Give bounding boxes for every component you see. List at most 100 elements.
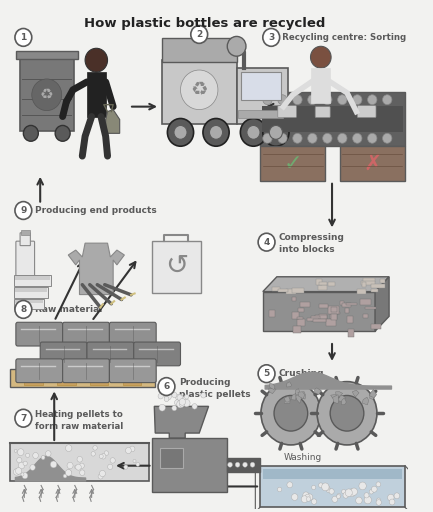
FancyBboxPatch shape [14, 298, 44, 309]
Circle shape [79, 463, 84, 468]
Circle shape [15, 29, 32, 46]
Circle shape [261, 381, 321, 445]
Polygon shape [352, 390, 359, 397]
FancyBboxPatch shape [20, 233, 30, 246]
Text: Producing end products: Producing end products [35, 206, 156, 215]
Circle shape [336, 495, 340, 499]
FancyBboxPatch shape [293, 326, 301, 333]
Circle shape [278, 95, 287, 104]
Circle shape [337, 494, 341, 498]
Circle shape [124, 465, 128, 469]
FancyBboxPatch shape [16, 322, 63, 346]
Circle shape [181, 70, 218, 110]
Circle shape [389, 499, 395, 505]
Polygon shape [269, 388, 276, 394]
Circle shape [293, 95, 302, 104]
FancyBboxPatch shape [269, 310, 275, 317]
FancyBboxPatch shape [331, 314, 337, 320]
Circle shape [247, 125, 260, 139]
Circle shape [348, 488, 356, 497]
FancyBboxPatch shape [134, 342, 181, 366]
FancyBboxPatch shape [339, 146, 405, 181]
FancyBboxPatch shape [335, 312, 340, 314]
Circle shape [164, 396, 169, 401]
Circle shape [201, 393, 206, 398]
Circle shape [364, 496, 372, 504]
Text: ↺: ↺ [165, 252, 188, 280]
FancyBboxPatch shape [345, 308, 349, 313]
Polygon shape [263, 277, 389, 292]
FancyBboxPatch shape [313, 319, 326, 322]
Circle shape [108, 464, 113, 470]
Circle shape [325, 485, 330, 490]
Circle shape [159, 404, 165, 411]
Polygon shape [68, 243, 124, 294]
Polygon shape [338, 396, 346, 402]
FancyBboxPatch shape [123, 371, 141, 385]
FancyBboxPatch shape [16, 51, 78, 59]
Circle shape [55, 125, 70, 141]
Polygon shape [284, 396, 290, 402]
Circle shape [342, 489, 346, 494]
Circle shape [15, 409, 32, 427]
Polygon shape [263, 292, 375, 331]
Circle shape [17, 458, 22, 463]
Text: ♻: ♻ [191, 80, 208, 99]
Circle shape [376, 482, 381, 487]
Circle shape [368, 133, 377, 143]
Circle shape [388, 494, 394, 501]
FancyBboxPatch shape [87, 342, 134, 366]
Polygon shape [333, 395, 339, 403]
Text: ♻: ♻ [40, 87, 54, 102]
FancyBboxPatch shape [90, 371, 109, 385]
Circle shape [364, 493, 369, 498]
FancyBboxPatch shape [14, 287, 48, 297]
Circle shape [101, 454, 106, 459]
Circle shape [278, 487, 282, 492]
Circle shape [369, 489, 373, 494]
Circle shape [323, 133, 332, 143]
FancyBboxPatch shape [162, 38, 236, 62]
FancyBboxPatch shape [300, 302, 310, 307]
Circle shape [77, 456, 82, 462]
FancyBboxPatch shape [152, 241, 201, 292]
Text: 4: 4 [263, 238, 270, 247]
Circle shape [76, 464, 81, 470]
FancyBboxPatch shape [20, 230, 30, 235]
Circle shape [65, 445, 72, 452]
Circle shape [30, 464, 35, 471]
FancyBboxPatch shape [340, 302, 344, 305]
Text: Compressing: Compressing [279, 233, 345, 242]
Circle shape [180, 402, 184, 407]
FancyBboxPatch shape [311, 316, 320, 322]
FancyBboxPatch shape [63, 359, 110, 382]
Text: ③  Recycling centre: Sorting: ③ Recycling centre: Sorting [269, 33, 407, 42]
FancyBboxPatch shape [227, 458, 260, 472]
Circle shape [250, 462, 255, 467]
FancyBboxPatch shape [57, 371, 76, 385]
Circle shape [329, 488, 334, 494]
FancyBboxPatch shape [286, 289, 296, 294]
FancyBboxPatch shape [10, 369, 155, 387]
Text: 6: 6 [163, 382, 170, 391]
Circle shape [301, 496, 308, 503]
FancyBboxPatch shape [297, 316, 304, 319]
FancyBboxPatch shape [307, 318, 319, 321]
FancyBboxPatch shape [319, 304, 327, 308]
Polygon shape [284, 397, 290, 403]
Circle shape [326, 487, 331, 493]
Circle shape [41, 456, 45, 459]
Circle shape [21, 473, 24, 476]
Circle shape [32, 79, 62, 111]
Circle shape [235, 462, 240, 467]
Text: Washing: Washing [283, 453, 322, 462]
FancyBboxPatch shape [315, 106, 330, 118]
Polygon shape [336, 392, 343, 397]
Circle shape [278, 133, 287, 143]
FancyBboxPatch shape [371, 289, 378, 292]
FancyBboxPatch shape [328, 282, 336, 286]
Circle shape [274, 395, 308, 431]
Circle shape [50, 461, 57, 468]
Polygon shape [154, 407, 209, 438]
Circle shape [291, 494, 298, 500]
